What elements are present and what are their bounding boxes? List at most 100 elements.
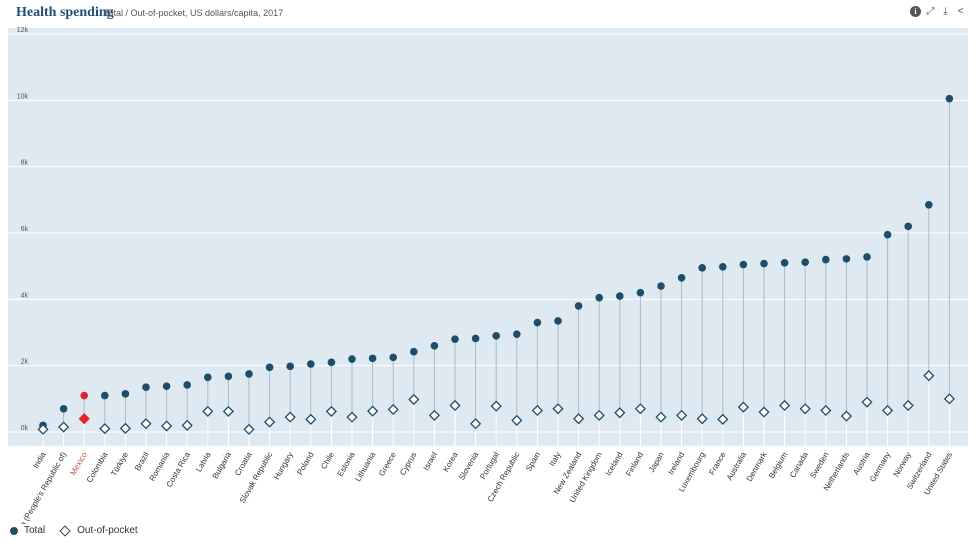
- x-tick-label: Sweden: [808, 451, 830, 481]
- total-point: [121, 390, 130, 398]
- chart-header: Health spending Total / Out-of-pocket, U…: [0, 0, 980, 26]
- out-of-pocket-point: [264, 416, 276, 428]
- total-point: [925, 201, 933, 209]
- x-tick-label: Norway: [892, 451, 913, 479]
- y-tick-label: 6k: [21, 226, 29, 233]
- out-of-pocket-point: [552, 403, 564, 415]
- total-point: [327, 358, 336, 367]
- out-of-pocket-point: [696, 413, 708, 425]
- out-of-pocket-point: [181, 419, 193, 431]
- total-point: [101, 391, 109, 400]
- total-point: [265, 363, 274, 372]
- plot-background: [8, 28, 968, 446]
- x-tick-label: Cyprus: [398, 451, 418, 477]
- total-point: [307, 360, 315, 368]
- total-point: [142, 383, 150, 392]
- y-tick-label: 12k: [17, 27, 29, 34]
- total-point: [183, 381, 191, 389]
- total-point: [822, 255, 830, 264]
- y-tick-label: 2k: [21, 359, 29, 366]
- legend-out-of-pocket[interactable]: Out-of-pocket: [59, 524, 138, 537]
- total-point: [451, 335, 459, 343]
- x-tick-label: Japan: [647, 451, 666, 474]
- share-icon[interactable]: <: [957, 6, 964, 17]
- x-tick-label: Croatia: [233, 450, 254, 477]
- total-point: [739, 260, 748, 269]
- out-of-pocket-point: [655, 411, 667, 423]
- total-point: [245, 370, 253, 378]
- x-tick-label: Korea: [441, 450, 460, 473]
- chart-subtitle[interactable]: Total / Out-of-pocket, US dollars/capita…: [104, 8, 284, 18]
- total-point: [904, 222, 912, 231]
- out-of-pocket-point: [676, 409, 688, 422]
- total-point: [677, 273, 686, 282]
- out-of-pocket-point: [387, 403, 399, 416]
- total-point: [801, 258, 809, 266]
- y-tick-label: 4k: [21, 292, 29, 299]
- total-point: [945, 94, 954, 103]
- total-point: [513, 330, 521, 338]
- out-of-pocket-point: [37, 423, 49, 435]
- out-of-pocket-point: [449, 399, 461, 412]
- out-of-pocket-point: [737, 401, 749, 413]
- out-of-pocket-point: [923, 370, 935, 382]
- total-point: [842, 255, 851, 263]
- legend: Total Out-of-pocket: [10, 524, 152, 537]
- total-point: [348, 355, 356, 363]
- out-of-pocket-point: [243, 423, 255, 435]
- x-tick-label: Chile: [319, 450, 336, 471]
- download-icon[interactable]: ⤓: [943, 6, 948, 17]
- out-of-pocket-point: [99, 423, 111, 435]
- total-point: [389, 353, 398, 362]
- total-point: [162, 382, 171, 391]
- out-of-pocket-point: [882, 404, 894, 417]
- y-tick-label: 0k: [21, 425, 29, 432]
- x-tick-label: Portugal: [478, 450, 501, 480]
- out-of-pocket-point: [428, 409, 440, 422]
- out-of-pocket-point: [614, 407, 626, 419]
- total-point: [533, 318, 542, 327]
- info-icon[interactable]: i: [910, 6, 921, 17]
- out-of-pocket-point: [305, 413, 317, 425]
- x-tick-label: Spain: [524, 451, 542, 473]
- expand-icon[interactable]: ⤢: [926, 6, 935, 17]
- out-of-pocket-point: [840, 410, 852, 422]
- out-of-pocket-point: [943, 393, 955, 405]
- x-tick-label: Ireland: [666, 451, 686, 477]
- x-tick-label: Bulgaria: [211, 450, 234, 480]
- out-of-pocket-point: [717, 413, 729, 425]
- x-tick-label: France: [707, 450, 728, 477]
- x-tick-label: Türkiye: [109, 450, 130, 478]
- legend-total[interactable]: Total: [10, 525, 45, 536]
- x-tick-label: Poland: [295, 451, 315, 477]
- x-tick-label: Canada: [788, 450, 810, 479]
- toolbar: i ⤢ ⤓ <: [910, 6, 966, 17]
- out-of-pocket-point: [861, 396, 873, 408]
- out-of-pocket-point: [799, 403, 811, 415]
- x-tick-label: Finland: [624, 451, 645, 478]
- x-tick-label: Austria: [851, 450, 872, 477]
- out-of-pocket-point: [161, 420, 173, 432]
- out-of-pocket-point: [367, 405, 379, 417]
- y-tick-label: 10k: [17, 93, 29, 100]
- x-tick-label: Hungary: [272, 451, 295, 482]
- out-of-pocket-point: [119, 422, 131, 434]
- legend-total-label: Total: [24, 525, 46, 536]
- total-point: [430, 341, 439, 350]
- x-tick-label: Greece: [377, 450, 398, 478]
- out-of-pocket-point: [779, 399, 791, 412]
- x-tick-label: Germany: [868, 451, 892, 484]
- total-point: [492, 332, 501, 340]
- x-tick-label: Italy: [548, 451, 563, 468]
- x-tick-label: Denmark: [745, 450, 770, 483]
- out-of-pocket-point: [284, 411, 296, 423]
- total-point: [59, 404, 68, 413]
- total-point: [471, 334, 480, 343]
- total-point: [204, 373, 212, 382]
- out-of-pocket-marker-icon: [59, 524, 71, 537]
- total-point: [883, 230, 892, 239]
- out-of-pocket-point: [634, 403, 646, 415]
- x-tick-label: Brazil: [133, 450, 151, 472]
- total-point: [760, 259, 768, 268]
